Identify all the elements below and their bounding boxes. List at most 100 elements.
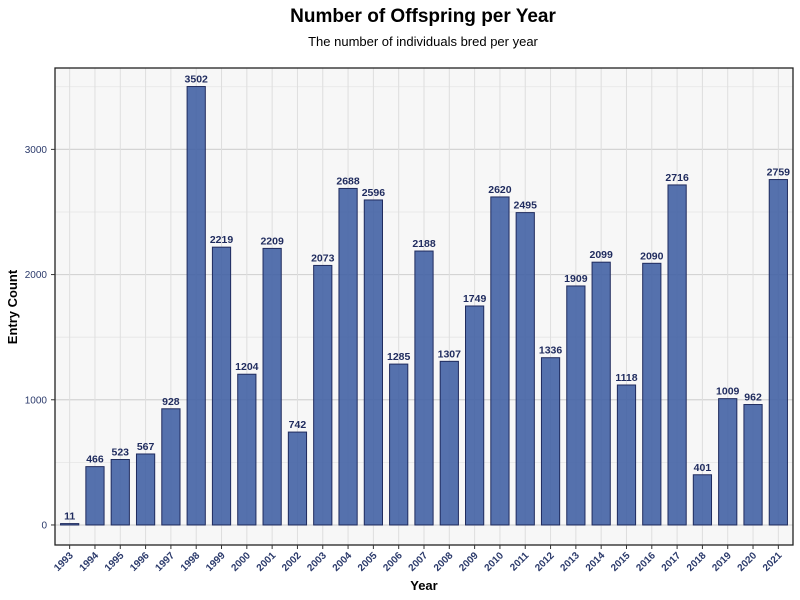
bar-2020: [743, 404, 763, 526]
data-label-2020: 962: [744, 392, 762, 404]
bar-2007: [414, 250, 434, 526]
bar-2018: [692, 474, 713, 526]
data-label-1996: 567: [137, 441, 155, 453]
x-tick-label-1993: 1993: [52, 550, 76, 574]
x-tick-label-2000: 2000: [229, 550, 253, 574]
bar-2008: [439, 360, 459, 526]
x-tick-label-2010: 2010: [483, 550, 507, 574]
x-tick-label-2015: 2015: [609, 550, 633, 574]
data-label-2007: 2188: [412, 238, 436, 250]
bar-2012: [540, 357, 561, 526]
data-label-2016: 2090: [640, 250, 664, 262]
data-label-2018: 401: [694, 462, 712, 474]
x-tick-label-2020: 2020: [736, 550, 760, 574]
bar-2010: [490, 196, 510, 526]
y-tick-label: 0: [41, 520, 47, 531]
x-tick-label-1995: 1995: [103, 550, 127, 574]
data-label-2009: 1749: [463, 293, 487, 305]
bar-2015: [616, 384, 637, 526]
data-label-2021: 2759: [767, 167, 791, 179]
y-axis-ticks: 0 1000 2000 3000: [25, 145, 55, 531]
bar-2013: [566, 285, 586, 526]
bar-2000: [237, 373, 257, 526]
data-label-2019: 1009: [716, 386, 740, 398]
x-tick-label-2005: 2005: [356, 550, 380, 574]
data-label-1993: 11: [64, 511, 75, 523]
y-tick-label: 1000: [25, 395, 48, 406]
bar-1994: [85, 466, 105, 526]
x-tick-label-2013: 2013: [558, 550, 582, 574]
data-label-2011: 2495: [514, 200, 538, 212]
x-tick-label-2008: 2008: [432, 550, 456, 574]
data-label-2005: 2596: [362, 187, 386, 199]
bar-2004: [338, 187, 358, 526]
x-tick-label-1998: 1998: [179, 550, 203, 574]
bar-1999: [211, 246, 232, 526]
y-tick-label: 3000: [25, 145, 48, 156]
x-tick-label-2003: 2003: [305, 550, 329, 574]
bar-1995: [110, 458, 130, 526]
y-axis-title: Entry Count: [5, 269, 20, 344]
bar-2006: [389, 363, 409, 526]
bar-2009: [465, 305, 485, 526]
bar-2001: [262, 247, 282, 526]
data-label-2013: 1909: [564, 273, 588, 285]
data-label-2008: 1307: [438, 348, 462, 360]
bar-1996: [135, 453, 156, 526]
x-tick-label-1994: 1994: [78, 550, 102, 574]
data-label-2004: 2688: [336, 175, 360, 187]
x-axis-title: Year: [410, 578, 437, 593]
x-tick-label-1997: 1997: [154, 550, 178, 574]
x-tick-label-2009: 2009: [457, 550, 481, 574]
bar-2011: [515, 212, 535, 526]
data-label-1999: 2219: [210, 234, 234, 246]
bar-1993: [60, 523, 80, 526]
x-tick-label-2007: 2007: [407, 550, 431, 574]
x-tick-label-2014: 2014: [584, 550, 608, 574]
data-label-2001: 2209: [260, 235, 284, 247]
chart-title: Number of Offspring per Year: [290, 6, 556, 27]
bar-2014: [591, 261, 611, 526]
bar-1998: [186, 86, 206, 526]
data-label-2003: 2073: [311, 252, 335, 264]
y-tick-label: 2000: [25, 270, 48, 281]
bar-2016: [642, 262, 662, 526]
data-labels: 11 466 523 567 928 3502 2219 1204 2209 742 2073 268…: [64, 74, 790, 523]
data-label-2012: 1336: [539, 345, 563, 357]
bar-2002: [287, 431, 308, 526]
data-label-1998: 3502: [185, 74, 209, 86]
data-label-2014: 2099: [589, 249, 613, 261]
x-tick-label-2021: 2021: [761, 550, 785, 574]
data-label-2017: 2716: [665, 172, 689, 184]
bar-2005: [363, 199, 383, 526]
bar-1997: [161, 408, 181, 526]
data-label-1995: 523: [112, 446, 130, 458]
x-axis-ticks: 1993 1994 1995 1996 1997 1998 1999 2000 2001 2002…: [52, 545, 785, 574]
bar-2021: [768, 179, 788, 526]
x-tick-label-2001: 2001: [255, 550, 279, 574]
bar-2003: [313, 264, 333, 526]
x-tick-label-2012: 2012: [533, 550, 557, 574]
bars: [60, 86, 788, 526]
data-label-2000: 1204: [235, 361, 259, 373]
x-tick-label-1996: 1996: [128, 550, 152, 574]
x-tick-label-2004: 2004: [331, 550, 355, 574]
x-tick-label-2002: 2002: [280, 550, 304, 574]
chart-subtitle: The number of individuals bred per year: [308, 34, 538, 49]
data-label-2002: 742: [289, 419, 307, 431]
x-tick-label-2018: 2018: [685, 550, 709, 574]
x-tick-label-2011: 2011: [508, 550, 531, 573]
x-tick-label-2006: 2006: [381, 550, 405, 574]
data-label-1997: 928: [162, 396, 180, 408]
x-tick-label-2019: 2019: [710, 550, 734, 574]
x-tick-label-2017: 2017: [660, 550, 684, 574]
data-label-2010: 2620: [488, 184, 512, 196]
data-label-2006: 1285: [387, 351, 411, 363]
x-tick-label-2016: 2016: [634, 550, 658, 574]
bar-2017: [667, 184, 687, 526]
data-label-1994: 466: [86, 454, 104, 466]
bar-2019: [718, 398, 738, 526]
data-label-2015: 1118: [615, 372, 637, 384]
x-tick-label-1999: 1999: [204, 550, 228, 574]
